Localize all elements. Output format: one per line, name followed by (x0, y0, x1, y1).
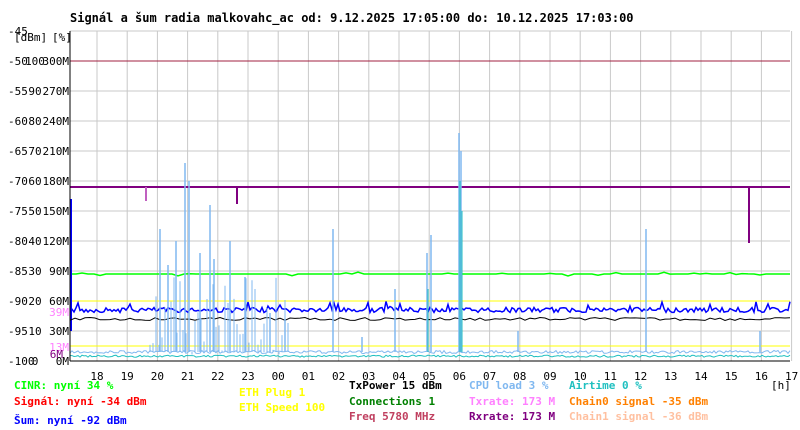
y-tick-label-rate: 270M (43, 85, 70, 98)
x-tick-label: 09 (543, 370, 556, 383)
series-noise-line (69, 299, 791, 315)
legend-entry: Txrate: 173 M (469, 395, 555, 408)
x-tick-labels: 18 19 20 21 22 23 00 01 02 03 04 05 06 07 08 09 10 11 12 13… (90, 370, 798, 383)
series-airtime-line (69, 354, 791, 358)
x-tick-label: 04 (392, 370, 406, 383)
x-tick-label: 00 (272, 370, 285, 383)
x-tick-label: 14 (694, 370, 708, 383)
y-tick-label-rate: 0M (56, 355, 70, 368)
legend: CINR: nyní 34 % Signál: nyní -34 dBm Šum: … (14, 379, 708, 427)
legend-entry: CPU load 3 % (469, 379, 549, 392)
x-tick-label: 21 (181, 370, 194, 383)
legend-entry: ETH Speed 100 (239, 401, 325, 414)
x-tick-label: 15 (725, 370, 738, 383)
x-tick-label: 05 (423, 370, 436, 383)
legend-entry: Šum: nyní -92 dBm (14, 414, 127, 427)
x-tick-label: 13 (664, 370, 677, 383)
x-tick-label: 03 (362, 370, 375, 383)
y-tick-label-dbm: -60 (8, 115, 28, 128)
chart-title: Signál a šum radia malkovahc_ac od: 9.12… (70, 11, 634, 26)
y-tick-label-dbm: -95 (8, 325, 28, 338)
y-tick-label-pct: 60 (28, 175, 41, 188)
x-tick-label: 02 (332, 370, 345, 383)
x-unit-label: [h] (771, 379, 791, 392)
legend-entry: Freq 5780 MHz (349, 410, 435, 423)
y-tick-label-dbm: -45 (8, 25, 28, 38)
y-tick-label-pct: 90 (28, 85, 41, 98)
x-tick-label: 19 (121, 370, 134, 383)
y-tick-label-rate: 30M (49, 325, 69, 338)
legend-entry: ETH Plug 1 (239, 386, 306, 399)
x-tick-label: 22 (211, 370, 224, 383)
y-tick-label-rate: 210M (43, 145, 70, 158)
y-tick-label-rate: 300M (43, 55, 70, 68)
y-tick-label-dbm: -55 (8, 85, 28, 98)
inline-rate-label: 6M (50, 348, 64, 361)
legend-entry: Chain1 signal -36 dBm (569, 410, 708, 423)
plot-frame (69, 31, 790, 362)
y-tick-label-pct: 80 (28, 115, 41, 128)
legend-entry: Connections 1 (349, 395, 435, 408)
series-cpu-line (69, 349, 791, 355)
x-tick-label: 06 (453, 370, 466, 383)
x-tick-label: 10 (574, 370, 587, 383)
y-tick-label-rate: 240M (43, 115, 70, 128)
x-tick-label: 18 (90, 370, 103, 383)
y-tick-label-dbm: -100 (8, 355, 35, 368)
x-tick-label: 17 (785, 370, 798, 383)
inline-rate-label: 13M (49, 341, 69, 354)
x-tick-label: 20 (151, 370, 164, 383)
y-tick-label-pct: 40 (28, 235, 41, 248)
legend-entry: Airtime 0 % (569, 379, 642, 392)
y-tick-label-pct: 70 (28, 145, 41, 158)
legend-entry: TxPower 15 dBm (349, 379, 442, 392)
y-tick-label-pct: 20 (28, 295, 41, 308)
y-tick-label-pct: 100 (25, 55, 45, 68)
inline-rate-label: 39M (49, 306, 69, 319)
y-tick-label-pct: 50 (28, 205, 41, 218)
series-group (69, 60, 791, 358)
x-tick-label: 12 (634, 370, 647, 383)
y-tick-label-rate: 60M (49, 295, 69, 308)
y-tick-label-rate: 90M (49, 265, 69, 278)
y-tick-label-rate: 180M (43, 175, 70, 188)
x-tick-label: 11 (604, 370, 617, 383)
y-tick-label-pct: 30 (28, 265, 41, 278)
legend-entry: Signál: nyní -34 dBm (14, 395, 147, 408)
x-tick-label: 08 (513, 370, 526, 383)
series-cinr-line (70, 271, 790, 277)
y-tick-label-dbm: -90 (8, 295, 28, 308)
series-txpower-line (69, 316, 791, 322)
legend-entry: Chain0 signal -35 dBm (569, 395, 708, 408)
x-tick-label: 01 (302, 370, 315, 383)
y-unit-pct: [%] (52, 31, 72, 44)
x-tick-label: 07 (483, 370, 496, 383)
x-tick-label: 23 (241, 370, 254, 383)
y-tick-label-rate: 150M (43, 205, 70, 218)
y-tick-label-dbm: -50 (8, 55, 28, 68)
y-tick-label-dbm: -85 (8, 265, 28, 278)
y-tick-label-rate: 120M (43, 235, 70, 248)
y-tick-label-dbm: -70 (8, 175, 28, 188)
y-tick-label-pct: 10 (28, 325, 41, 338)
legend-entry: CINR: nyní 34 % (14, 379, 114, 392)
x-tick-label: 16 (755, 370, 768, 383)
y-tick-label-dbm: -80 (8, 235, 28, 248)
y-tick-label-dbm: -65 (8, 145, 28, 158)
y-tick-label-dbm: -75 (8, 205, 28, 218)
y-tick-label-pct: 0 (32, 355, 39, 368)
legend-entry: Rxrate: 173 M (469, 410, 555, 423)
y-unit-dbm: [dBm] (14, 31, 47, 44)
